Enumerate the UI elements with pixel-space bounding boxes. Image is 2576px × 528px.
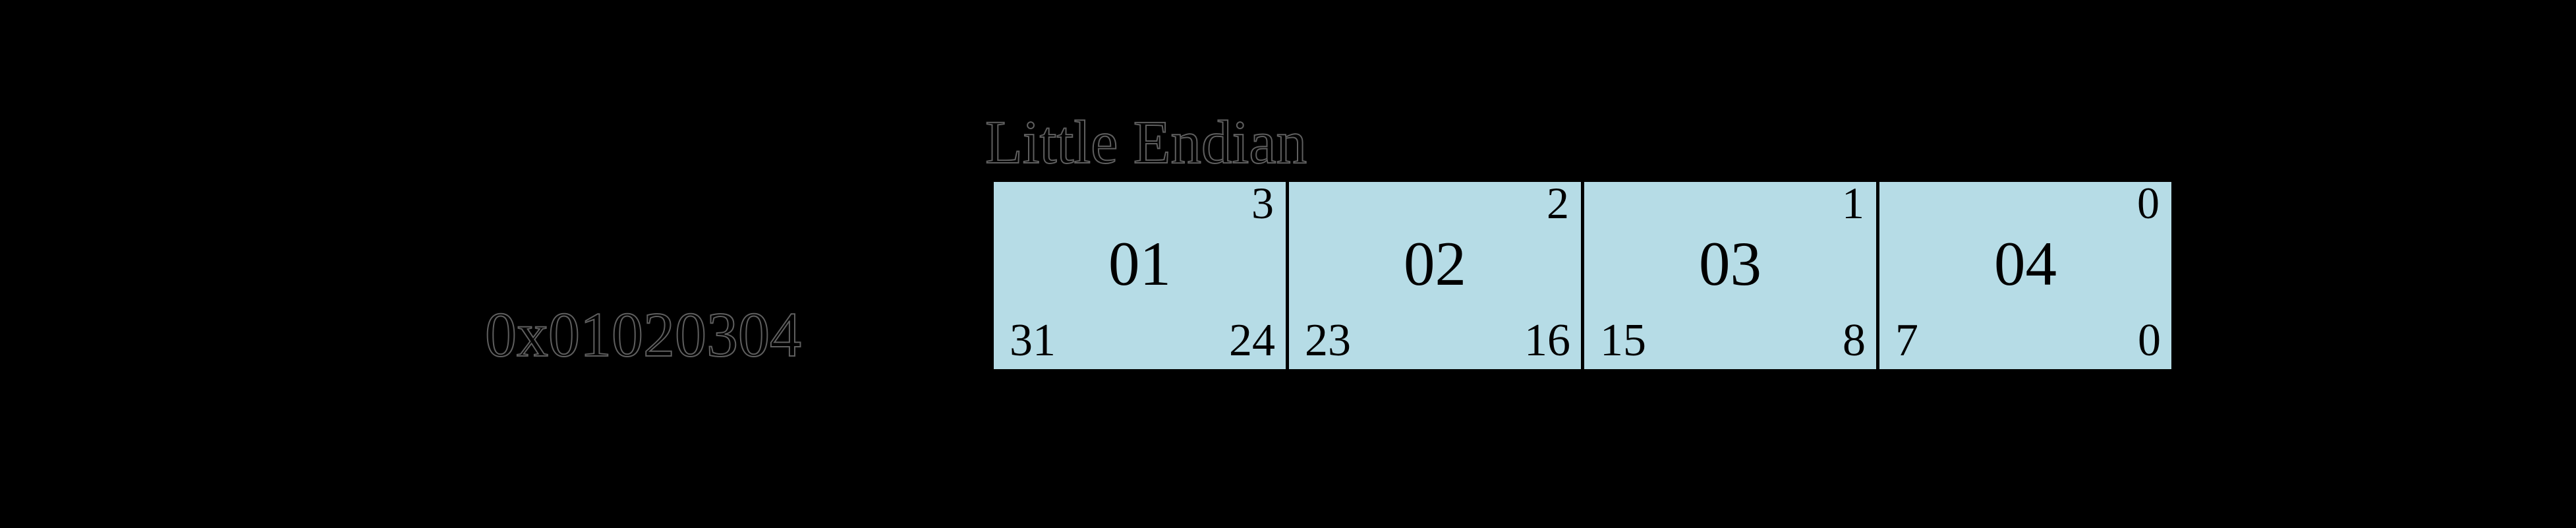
word-value-label: 0x01020304: [484, 299, 802, 370]
byte-value: 03: [1699, 229, 1761, 299]
bit-lsb-label: 16: [1524, 315, 1570, 366]
byte-cell-0: 3 01 31 24: [990, 179, 1286, 372]
byte-offset-label: 0: [2137, 178, 2160, 228]
byte-value: 04: [1994, 229, 2057, 299]
diagram-title: Little Endian: [985, 109, 1307, 177]
byte-value: 01: [1108, 229, 1171, 299]
bit-msb-label: 31: [1010, 315, 1056, 366]
bit-msb-label: 23: [1305, 315, 1351, 366]
bit-range: 31 24: [1010, 318, 1275, 364]
bit-msb-label: 7: [1895, 315, 1918, 366]
byte-offset-label: 2: [1547, 178, 1569, 228]
bit-lsb-label: 24: [1229, 315, 1275, 366]
bit-lsb-label: 0: [2138, 315, 2161, 366]
bit-lsb-label: 8: [1843, 315, 1866, 366]
bit-range: 15 8: [1600, 318, 1866, 364]
byte-cell-3: 0 04 7 0: [1876, 179, 2175, 372]
word-byte-layout: 3 01 31 24 2 02 23 16 1 03 15 8 0 0: [990, 179, 2175, 372]
byte-cell-1: 2 02 23 16: [1286, 179, 1581, 372]
bit-range: 7 0: [1895, 318, 2161, 364]
byte-value: 02: [1404, 229, 1466, 299]
bit-range: 23 16: [1305, 318, 1570, 364]
byte-offset-label: 1: [1842, 178, 1864, 228]
byte-offset-label: 3: [1251, 178, 1274, 228]
bit-msb-label: 15: [1600, 315, 1646, 366]
byte-cell-2: 1 03 15 8: [1581, 179, 1876, 372]
